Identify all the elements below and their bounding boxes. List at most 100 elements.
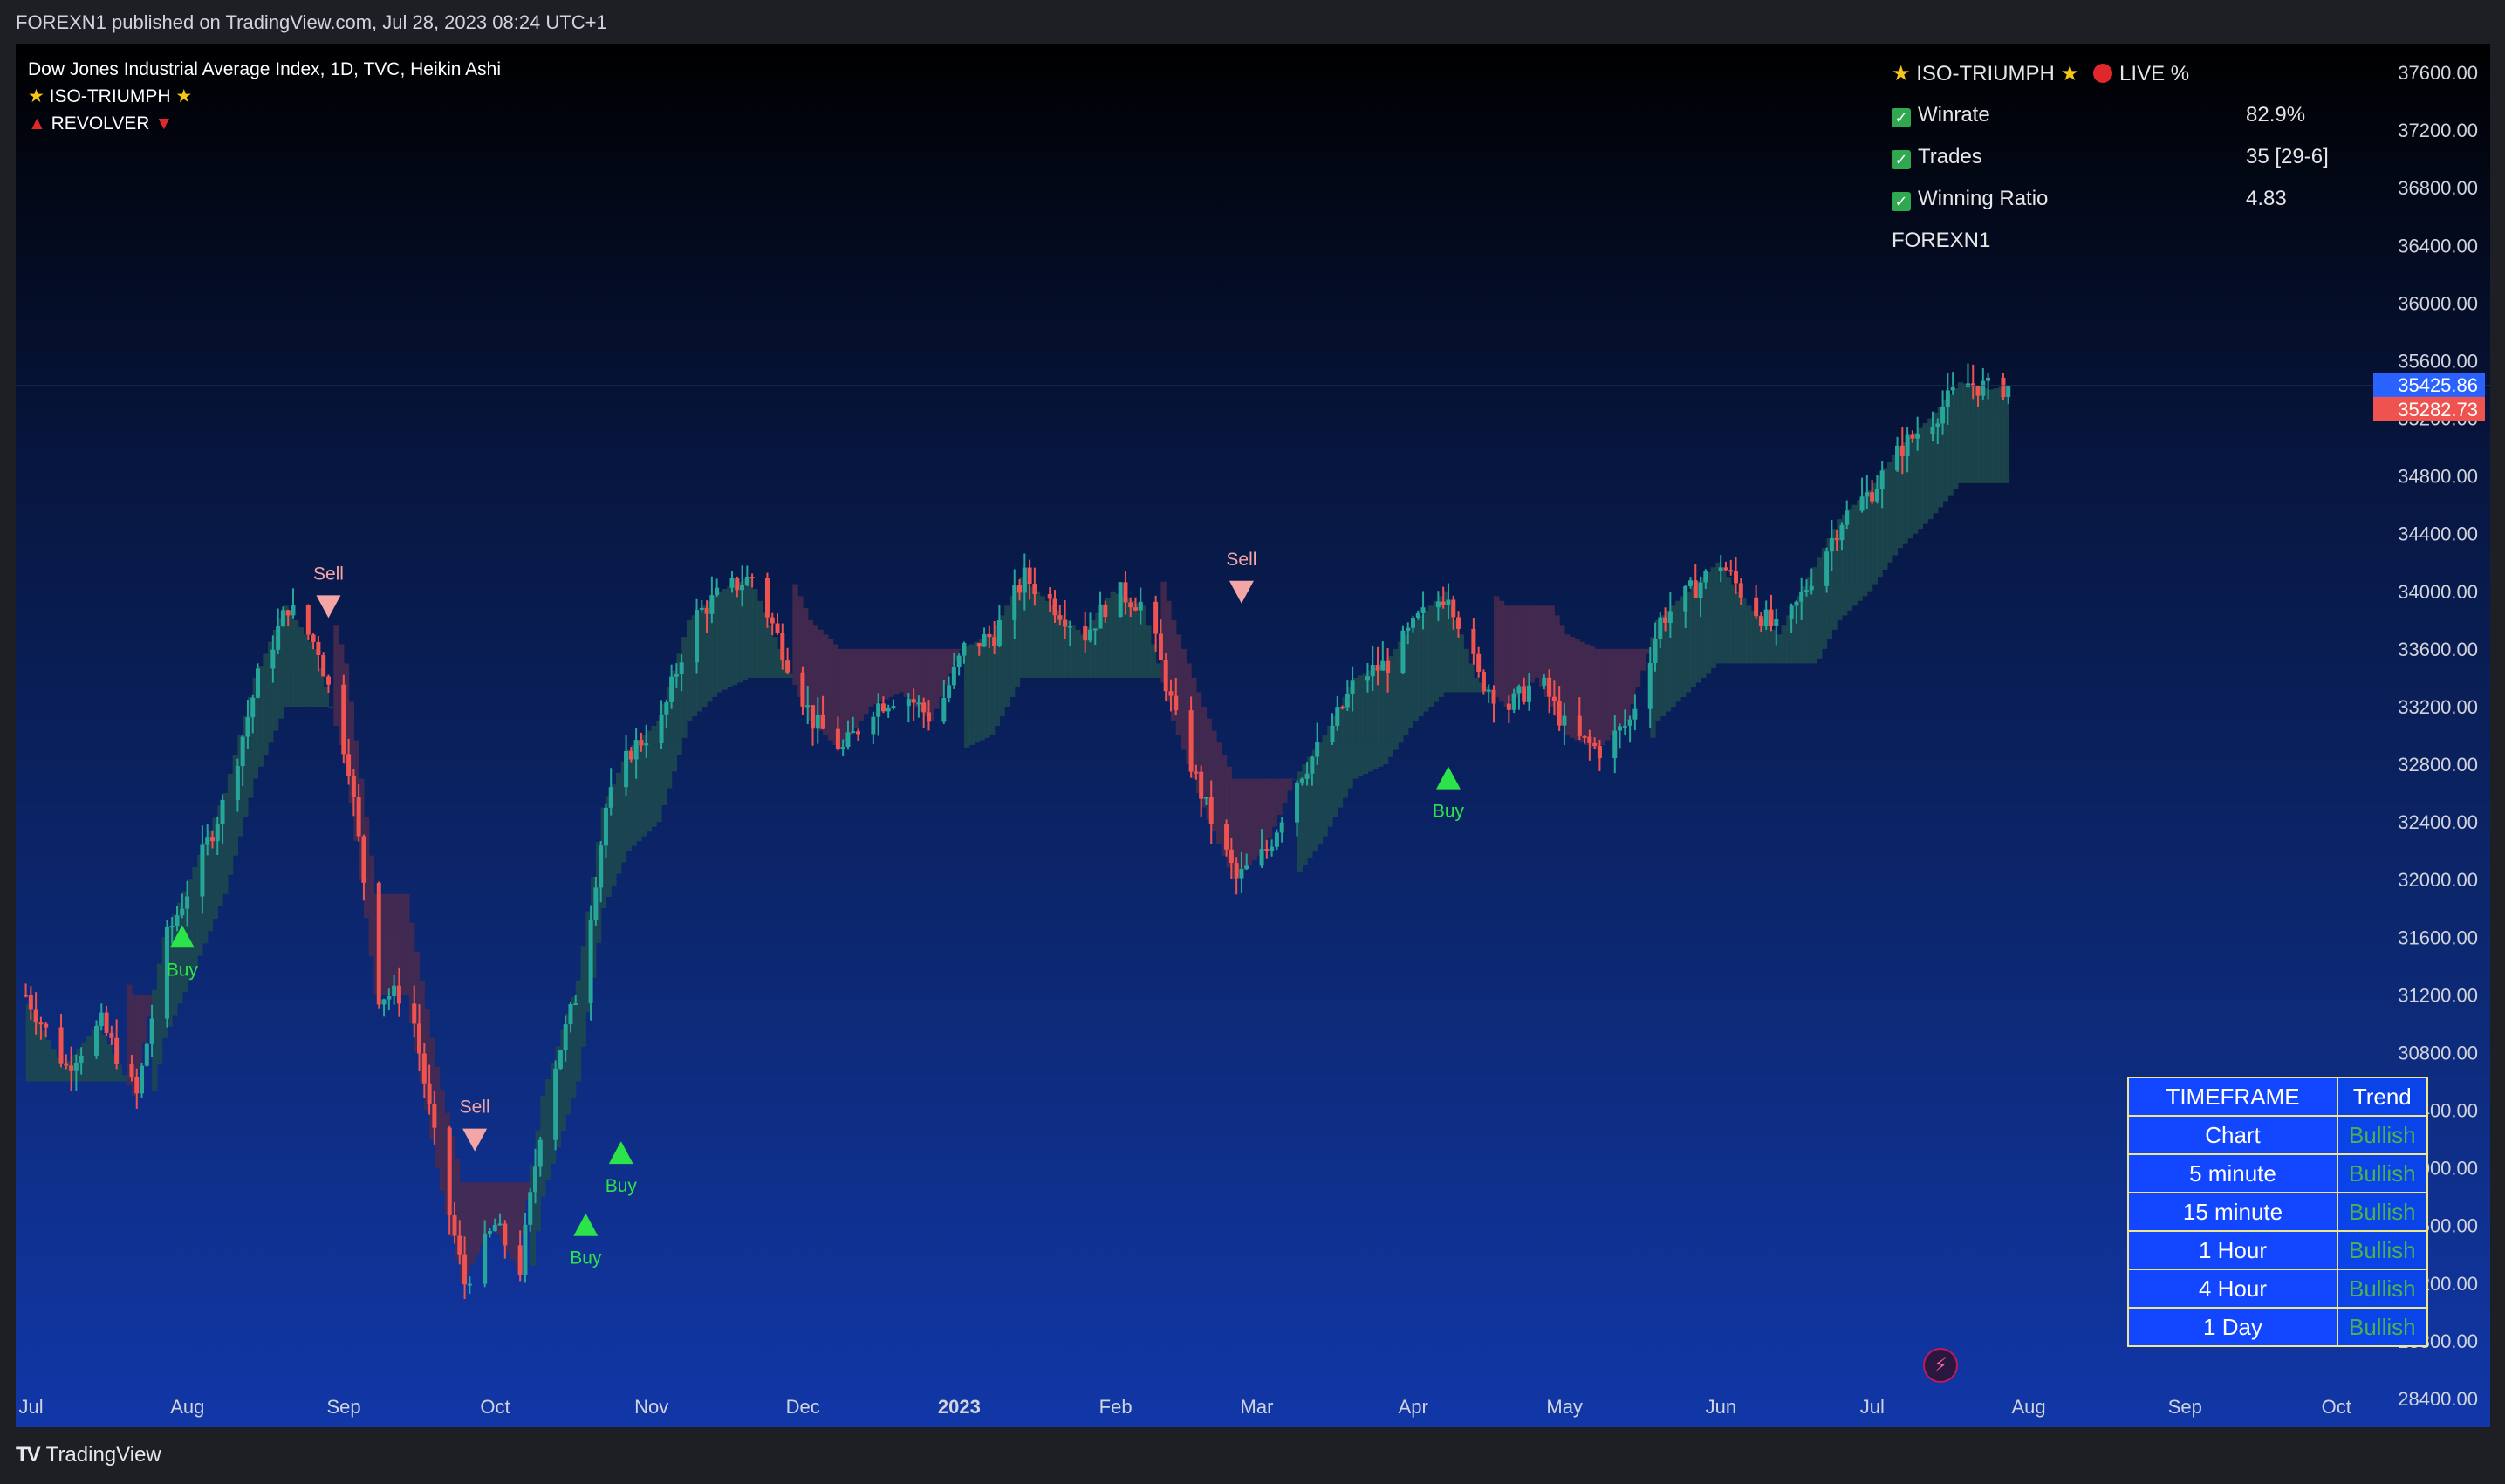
timeframe-cell: 15 minute bbox=[2127, 1192, 2338, 1232]
trend-band bbox=[1695, 581, 1701, 683]
candle bbox=[880, 703, 886, 712]
candle bbox=[528, 1192, 533, 1225]
candle bbox=[1476, 653, 1482, 672]
candle bbox=[1087, 629, 1092, 641]
trend-band bbox=[656, 721, 662, 823]
candle bbox=[1627, 719, 1632, 726]
candle bbox=[1506, 703, 1511, 710]
trend-band bbox=[373, 893, 380, 995]
trend-band bbox=[384, 893, 390, 995]
trend-band bbox=[954, 648, 960, 661]
trend-band bbox=[731, 584, 738, 686]
y-tick-label: 36000.00 bbox=[2398, 292, 2478, 314]
trend-band bbox=[530, 1165, 537, 1266]
trend-band bbox=[560, 1029, 566, 1132]
trend-band bbox=[908, 648, 914, 702]
trend-band bbox=[243, 715, 249, 817]
stats-panel: ★ ISO-TRIUMPH ★ LIVE % ✓ Winrate 82.9% ✓ Tra… bbox=[1892, 61, 2380, 270]
trend-band bbox=[1907, 437, 1913, 539]
trend-band bbox=[1665, 610, 1671, 712]
trend-band bbox=[787, 673, 793, 678]
candle bbox=[1647, 662, 1653, 709]
trend-band bbox=[36, 1022, 42, 1082]
trend-band bbox=[1721, 570, 1727, 664]
trend-band bbox=[197, 854, 203, 956]
trend-band bbox=[1423, 610, 1429, 712]
trend-band bbox=[1483, 687, 1489, 693]
trend-band bbox=[1690, 586, 1696, 687]
trend-band bbox=[515, 1182, 521, 1269]
chart-panel[interactable]: Buy Sell Sell Buy Buy Sell Buy 37600.00 37200.00… bbox=[16, 44, 2490, 1427]
candle bbox=[1769, 609, 1774, 626]
trend-band bbox=[1236, 778, 1242, 875]
candle bbox=[457, 1235, 462, 1255]
trend-band bbox=[217, 805, 223, 906]
trend-cell: Bullish bbox=[2337, 1230, 2428, 1270]
trend-band bbox=[1095, 612, 1101, 678]
trend-band bbox=[1670, 605, 1676, 707]
candle bbox=[2006, 386, 2011, 398]
trend-band bbox=[716, 591, 723, 693]
trend-band bbox=[227, 774, 234, 875]
price-chart[interactable]: Buy Sell Sell Buy Buy Sell Buy 37600.00 37200.00… bbox=[16, 44, 2490, 1427]
trend-cell: Bullish bbox=[2337, 1153, 2428, 1193]
trend-band bbox=[626, 749, 632, 851]
trend-band bbox=[328, 706, 334, 708]
trend-band bbox=[963, 646, 970, 748]
candle bbox=[33, 1009, 38, 1023]
lightning-icon[interactable]: ⚡ bbox=[1923, 1348, 1958, 1383]
x-tick-label: Nov bbox=[634, 1396, 668, 1418]
trend-band bbox=[1837, 519, 1843, 620]
trend-band bbox=[550, 1063, 557, 1164]
trend-band bbox=[429, 1037, 435, 1139]
trend-band bbox=[1014, 586, 1021, 687]
trend-band bbox=[696, 610, 702, 712]
y-tick-label: 36400.00 bbox=[2398, 235, 2478, 256]
trend-band bbox=[923, 648, 930, 716]
candle bbox=[1057, 615, 1063, 620]
candle bbox=[341, 684, 346, 755]
tradingview-logo[interactable]: TV TradingView bbox=[16, 1443, 161, 1467]
trend-band bbox=[1393, 648, 1399, 750]
trend-band bbox=[1851, 504, 1858, 606]
indicator-line-1[interactable]: ★ ISO-TRIUMPH ★ bbox=[28, 83, 501, 110]
trend-band bbox=[252, 677, 259, 779]
table-row: Chart Bullish bbox=[2127, 1115, 2428, 1155]
footer-bar: TV TradingView bbox=[0, 1427, 2505, 1484]
trend-band bbox=[1841, 514, 1848, 616]
candle bbox=[563, 1024, 568, 1050]
trend-band bbox=[1634, 648, 1641, 687]
trend-band bbox=[1605, 648, 1611, 741]
trend-band bbox=[1453, 619, 1460, 693]
trend-band bbox=[1770, 629, 1777, 664]
candle bbox=[432, 1103, 437, 1128]
trend-band bbox=[303, 634, 309, 707]
trend-band bbox=[1494, 596, 1500, 697]
candle bbox=[1128, 602, 1133, 608]
trend-band bbox=[152, 989, 158, 1091]
candle bbox=[911, 699, 916, 703]
candle bbox=[659, 714, 664, 744]
trend-band bbox=[540, 1096, 546, 1197]
candle bbox=[421, 1053, 427, 1084]
candle bbox=[906, 699, 911, 707]
trend-band bbox=[742, 579, 748, 680]
candle bbox=[1420, 607, 1426, 613]
candle bbox=[1244, 865, 1249, 870]
trend-band bbox=[1701, 577, 1707, 678]
trend-band bbox=[161, 937, 168, 1038]
candle bbox=[886, 708, 891, 712]
symbol-title[interactable]: Dow Jones Industrial Average Index, 1D, … bbox=[28, 59, 502, 79]
indicator-line-2[interactable]: ▲ REVOLVER ▼ bbox=[28, 110, 501, 137]
trend-band bbox=[272, 629, 279, 731]
trend-band bbox=[1862, 495, 1868, 597]
triangle-down-icon: ▼ bbox=[154, 113, 174, 133]
candle bbox=[715, 587, 720, 596]
candle bbox=[603, 807, 608, 846]
price-tag-label: 35282.73 bbox=[2398, 399, 2478, 421]
trend-band bbox=[1241, 778, 1248, 871]
x-tick-label: 2023 bbox=[938, 1396, 981, 1418]
candle bbox=[941, 697, 947, 722]
trend-band bbox=[1650, 637, 1656, 738]
trend-band bbox=[1826, 538, 1832, 639]
